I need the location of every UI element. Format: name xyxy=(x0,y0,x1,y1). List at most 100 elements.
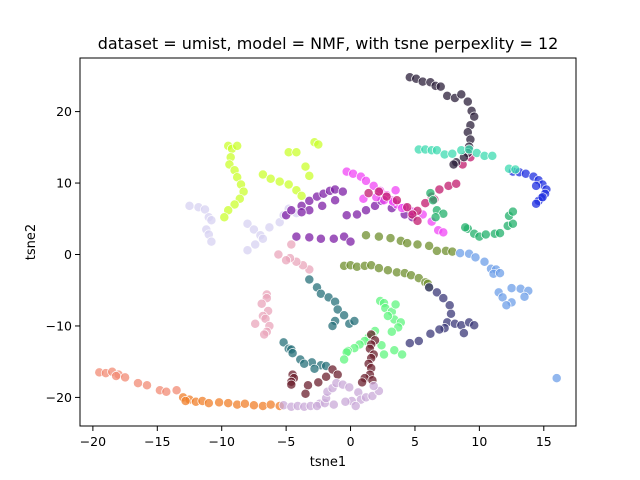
data-point xyxy=(286,239,297,250)
data-point xyxy=(273,249,284,260)
x-axis-ticks: −20 −15 −10 −5 0 5 10 15 xyxy=(80,426,552,449)
data-point xyxy=(470,252,481,263)
data-point xyxy=(487,150,498,161)
data-point xyxy=(361,230,371,241)
data-point xyxy=(537,192,548,203)
data-point xyxy=(214,397,225,408)
data-point xyxy=(412,239,423,250)
data-point xyxy=(448,159,459,170)
data-point xyxy=(438,227,449,238)
data-point xyxy=(435,81,446,92)
x-tick-label: −5 xyxy=(277,434,295,449)
data-point xyxy=(460,222,471,233)
data-point xyxy=(357,377,368,388)
data-point xyxy=(373,231,384,242)
data-point xyxy=(180,396,191,406)
data-point xyxy=(281,255,292,266)
data-point xyxy=(373,186,384,197)
data-point xyxy=(469,111,480,122)
data-point xyxy=(332,369,343,380)
data-points xyxy=(94,72,562,412)
y-tick-label: 20 xyxy=(56,104,72,119)
data-point xyxy=(367,391,378,401)
x-tick-label: 15 xyxy=(536,434,552,449)
data-point xyxy=(434,184,445,195)
data-point xyxy=(495,268,505,279)
data-point xyxy=(368,381,379,391)
data-point xyxy=(133,378,143,389)
data-point xyxy=(142,380,152,391)
data-point xyxy=(510,164,521,175)
data-point xyxy=(479,256,490,267)
y-tick-label: 10 xyxy=(56,176,72,191)
x-tick-label: −20 xyxy=(80,434,106,449)
chart-title: dataset = umist, model = NMF, with tsne … xyxy=(98,34,559,53)
data-point xyxy=(339,310,350,321)
data-point xyxy=(344,382,355,393)
data-point xyxy=(438,293,449,304)
data-point xyxy=(507,206,518,217)
data-point xyxy=(239,398,250,409)
data-point xyxy=(389,345,400,356)
data-point xyxy=(507,218,518,229)
x-axis-label: tsne1 xyxy=(310,455,346,470)
data-point xyxy=(171,385,182,396)
data-point xyxy=(299,358,310,369)
data-point xyxy=(404,338,415,349)
data-point xyxy=(309,363,320,374)
data-point xyxy=(265,173,276,184)
data-point xyxy=(424,240,435,251)
data-point xyxy=(229,199,240,210)
data-point xyxy=(203,398,214,409)
x-tick-label: −10 xyxy=(209,434,235,449)
data-point xyxy=(304,232,315,243)
x-tick-label: 5 xyxy=(411,434,419,449)
data-point xyxy=(447,148,458,159)
data-point xyxy=(495,228,505,239)
data-point xyxy=(265,399,276,410)
data-point xyxy=(296,207,307,218)
data-point xyxy=(407,209,418,220)
y-tick-label: −10 xyxy=(46,318,72,333)
y-axis-label: tsne2 xyxy=(24,224,39,260)
data-point xyxy=(350,401,361,411)
x-tick-label: −15 xyxy=(144,434,170,449)
data-point xyxy=(345,236,356,247)
data-point xyxy=(321,371,332,382)
data-point xyxy=(451,178,462,189)
data-point xyxy=(402,238,413,249)
data-point xyxy=(264,222,275,233)
data-point xyxy=(462,96,473,107)
plot-area xyxy=(79,57,577,427)
data-point xyxy=(206,236,217,247)
data-point xyxy=(330,195,341,206)
data-point xyxy=(446,308,456,319)
data-point xyxy=(339,354,350,365)
data-point xyxy=(382,265,393,276)
data-point xyxy=(300,161,311,172)
data-point xyxy=(363,188,374,199)
data-point xyxy=(242,245,253,256)
data-point xyxy=(469,320,480,331)
data-point xyxy=(250,239,261,250)
x-tick-label: 0 xyxy=(347,434,355,449)
data-point xyxy=(291,231,302,242)
data-point xyxy=(402,202,413,213)
data-point xyxy=(287,348,298,359)
data-point xyxy=(412,215,423,226)
data-point xyxy=(257,233,268,244)
data-point xyxy=(304,274,315,285)
data-point xyxy=(430,212,441,223)
data-point xyxy=(431,245,442,256)
data-point xyxy=(497,292,508,303)
data-point xyxy=(328,399,339,410)
data-point xyxy=(373,263,384,274)
data-point xyxy=(327,321,338,331)
data-point xyxy=(206,215,217,226)
data-point xyxy=(340,396,351,407)
data-point xyxy=(328,233,339,244)
data-point xyxy=(257,169,268,180)
data-point xyxy=(379,349,389,360)
data-point xyxy=(304,170,315,181)
